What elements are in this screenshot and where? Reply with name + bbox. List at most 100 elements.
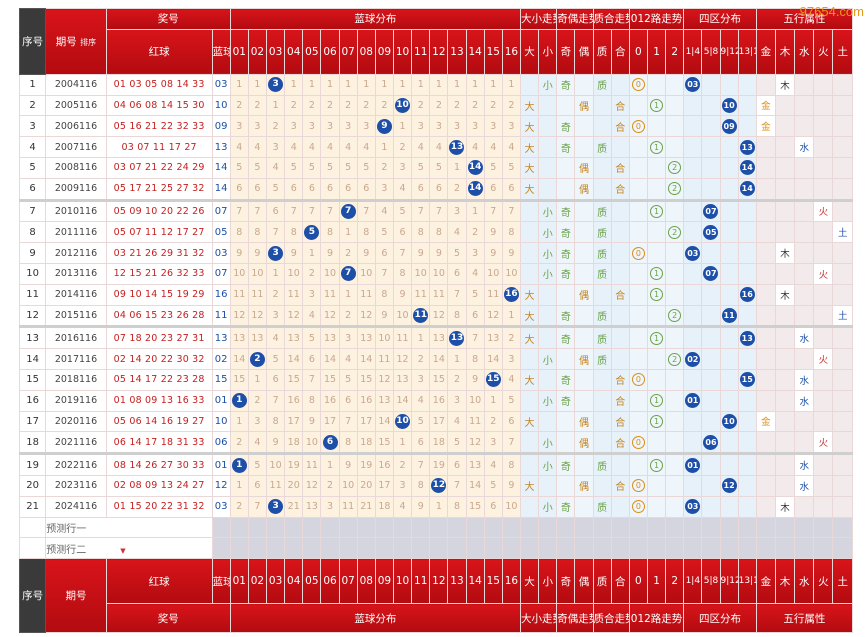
prediction-cell[interactable] bbox=[628, 537, 648, 560]
prediction-cell[interactable] bbox=[665, 537, 685, 560]
prediction-cell[interactable] bbox=[813, 516, 834, 539]
prediction-cell[interactable] bbox=[483, 537, 503, 560]
prediction-cell[interactable] bbox=[302, 516, 322, 539]
prediction-cell[interactable] bbox=[592, 516, 612, 539]
prediction-cell[interactable] bbox=[429, 516, 449, 539]
row-red-balls: 02 08 09 13 24 27 bbox=[105, 474, 213, 497]
prediction-cell[interactable] bbox=[683, 537, 703, 560]
oe-empty bbox=[574, 262, 594, 285]
prediction-cell[interactable] bbox=[701, 537, 721, 560]
prediction-cell[interactable] bbox=[429, 537, 449, 560]
prediction-cell[interactable] bbox=[483, 516, 503, 539]
prediction-cell[interactable] bbox=[519, 516, 540, 539]
prediction-cell[interactable] bbox=[592, 537, 612, 560]
zone-empty bbox=[683, 177, 703, 201]
omission-cell: 1 bbox=[447, 156, 467, 179]
prediction-cell[interactable] bbox=[574, 537, 594, 560]
prediction-cell[interactable] bbox=[556, 537, 576, 560]
prediction-cell[interactable] bbox=[229, 516, 249, 539]
element-empty bbox=[813, 94, 834, 117]
prediction-cell[interactable] bbox=[211, 537, 231, 560]
col-period-header[interactable]: 期号 排序 bbox=[45, 8, 107, 75]
row-blue-ball: 15 bbox=[211, 368, 231, 391]
prediction-cell[interactable] bbox=[392, 537, 413, 560]
prediction-cell[interactable] bbox=[320, 516, 340, 539]
prediction-cell[interactable] bbox=[465, 537, 485, 560]
r012-value: 2 bbox=[665, 221, 685, 244]
prediction-cell[interactable] bbox=[338, 516, 358, 539]
prediction-cell[interactable] bbox=[774, 537, 796, 560]
prediction-cell[interactable] bbox=[719, 516, 739, 539]
prediction-cell[interactable] bbox=[465, 516, 485, 539]
prediction-cell[interactable] bbox=[794, 537, 815, 560]
prediction-cell[interactable] bbox=[794, 516, 815, 539]
prediction-label-cell[interactable]: 预测行一 bbox=[45, 516, 213, 539]
element-empty bbox=[832, 136, 853, 158]
prediction-label-cell[interactable]: 预测行二 ▼ bbox=[45, 537, 213, 560]
prediction-cell[interactable] bbox=[665, 516, 685, 539]
prediction-label[interactable]: 预测行二 bbox=[46, 544, 87, 556]
prediction-cell[interactable] bbox=[683, 516, 703, 539]
blue-hit-ball: 16 bbox=[501, 283, 521, 306]
prediction-cell[interactable] bbox=[284, 516, 304, 539]
prediction-cell[interactable] bbox=[411, 537, 431, 560]
zone-sub-header: 5|8 bbox=[701, 558, 721, 605]
prediction-cell[interactable] bbox=[610, 516, 630, 539]
prediction-cell[interactable] bbox=[501, 516, 521, 539]
prediction-arrow-icon[interactable]: ▼ bbox=[120, 546, 126, 555]
row-period: 2014116 bbox=[45, 283, 107, 306]
prediction-cell[interactable] bbox=[211, 516, 231, 539]
prediction-cell[interactable] bbox=[284, 537, 304, 560]
omission-cell: 2 bbox=[501, 325, 521, 350]
prediction-label[interactable]: 预测行一 bbox=[46, 523, 87, 535]
prediction-cell[interactable] bbox=[266, 537, 286, 560]
prediction-cell[interactable] bbox=[538, 516, 558, 539]
prediction-cell[interactable] bbox=[247, 537, 268, 560]
prediction-cell[interactable] bbox=[719, 537, 739, 560]
prediction-cell[interactable] bbox=[411, 516, 431, 539]
prediction-cell[interactable] bbox=[538, 537, 558, 560]
prediction-cell[interactable] bbox=[392, 516, 413, 539]
prediction-cell[interactable] bbox=[247, 516, 268, 539]
prediction-cell[interactable] bbox=[302, 537, 322, 560]
pc-empty bbox=[610, 348, 630, 370]
prediction-cell[interactable] bbox=[628, 516, 648, 539]
omission-cell: 8 bbox=[266, 410, 286, 433]
prediction-cell[interactable] bbox=[755, 537, 776, 560]
prediction-cell[interactable] bbox=[447, 537, 467, 560]
prediction-cell[interactable] bbox=[229, 537, 249, 560]
prediction-cell[interactable] bbox=[374, 516, 395, 539]
prediction-cell[interactable] bbox=[447, 516, 467, 539]
prediction-cell[interactable] bbox=[320, 537, 340, 560]
prediction-cell[interactable] bbox=[556, 516, 576, 539]
prediction-cell[interactable] bbox=[813, 537, 834, 560]
prediction-cell[interactable] bbox=[832, 537, 853, 560]
r012-empty bbox=[628, 156, 648, 179]
prediction-cell[interactable] bbox=[356, 516, 376, 539]
prediction-cell[interactable] bbox=[610, 537, 630, 560]
blue-hit-ball-number: 10 bbox=[395, 97, 411, 113]
r012-empty bbox=[665, 410, 685, 433]
prediction-cell[interactable] bbox=[701, 516, 721, 539]
omission-cell: 13 bbox=[429, 325, 449, 350]
prediction-cell[interactable] bbox=[266, 516, 286, 539]
prediction-cell[interactable] bbox=[519, 537, 540, 560]
omission-cell: 5 bbox=[501, 389, 521, 412]
prediction-cell[interactable] bbox=[646, 516, 667, 539]
table-row: 8 2011116 05 07 11 12 17 27 05 8 8 7 8 5 8 1 8 5 6 8 8 4… bbox=[18, 221, 853, 244]
prediction-cell[interactable] bbox=[374, 537, 395, 560]
prediction-cell[interactable] bbox=[737, 516, 757, 539]
prediction-cell[interactable] bbox=[646, 537, 667, 560]
sort-link[interactable]: 排序 bbox=[80, 37, 97, 47]
prediction-cell[interactable] bbox=[737, 537, 757, 560]
prediction-cell[interactable] bbox=[338, 537, 358, 560]
prediction-cell[interactable] bbox=[832, 516, 853, 539]
prediction-cell[interactable] bbox=[501, 537, 521, 560]
zone-ball-number: 09 bbox=[721, 118, 737, 134]
prediction-cell[interactable] bbox=[356, 537, 376, 560]
prediction-cell[interactable] bbox=[574, 516, 594, 539]
prediction-cell[interactable] bbox=[774, 516, 796, 539]
element-empty bbox=[755, 452, 776, 476]
prediction-cell[interactable] bbox=[755, 516, 776, 539]
zone-empty bbox=[683, 94, 703, 117]
